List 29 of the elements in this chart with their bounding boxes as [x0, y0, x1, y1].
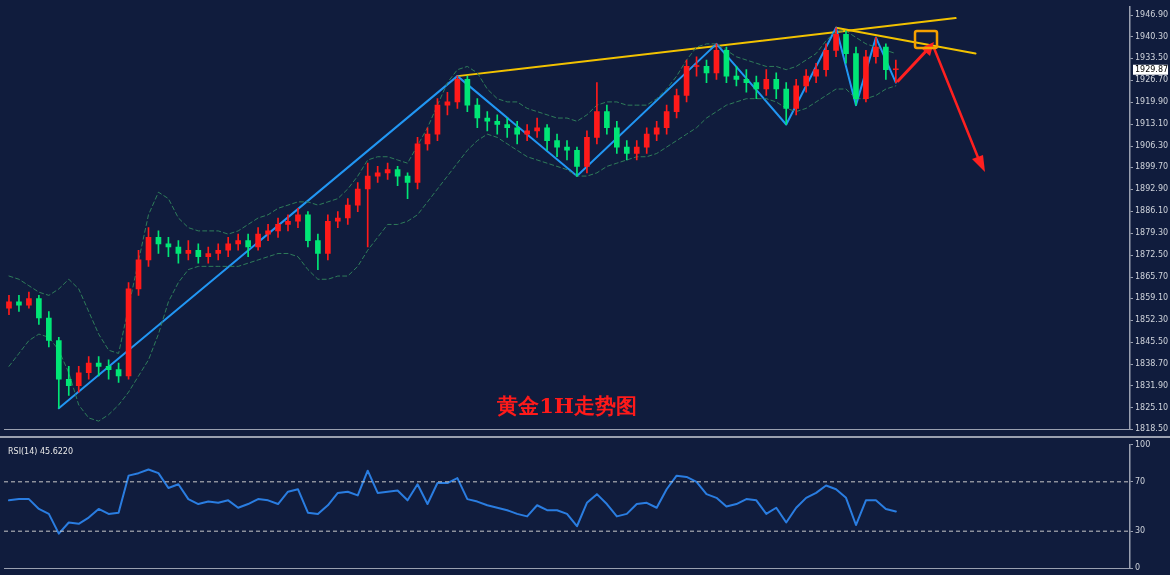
y-tick-label: 1886.10	[1135, 206, 1169, 216]
y-tick-label: 1919.90	[1135, 97, 1169, 107]
y-tick-label: 1852.30	[1135, 315, 1169, 325]
y-tick-label: 1913.10	[1135, 119, 1169, 129]
y-tick-label: 1831.90	[1135, 381, 1169, 391]
y-tick-label: 1825.10	[1135, 403, 1169, 412]
y-tick-label: 1865.70	[1135, 272, 1169, 282]
y-tick-label: 1899.70	[1135, 162, 1169, 172]
y-tick-label: 100	[1135, 439, 1151, 449]
y-tick-label: 30	[1135, 526, 1146, 536]
y-tick-label: 1872.50	[1135, 250, 1169, 260]
y-tick-label: 1926.70	[1135, 75, 1169, 85]
y-tick-label: 1859.10	[1135, 293, 1169, 303]
line-series	[8, 30, 897, 354]
annotation: 黄金1H走势图	[496, 392, 637, 418]
text: 1929.87	[1135, 64, 1169, 74]
y-tick-label: 1933.50	[1135, 53, 1169, 63]
y-tick-label: 1879.30	[1135, 228, 1169, 238]
y-tick-label: 70	[1135, 476, 1146, 486]
line-series	[8, 85, 897, 422]
y-tick-label: 1818.50	[1135, 424, 1169, 434]
y-tick-label: 1940.30	[1135, 31, 1169, 41]
chart-title: RSI(14) 45.6220	[8, 446, 74, 456]
y-tick-label: 1946.90	[1135, 10, 1169, 20]
y-tick-label: 0	[1135, 563, 1141, 573]
y-tick-label: 1838.70	[1135, 359, 1169, 369]
y-tick-label: 1892.90	[1135, 184, 1169, 194]
y-tick-label: 1906.30	[1135, 141, 1169, 151]
y-tick-label: 1845.50	[1135, 337, 1169, 347]
